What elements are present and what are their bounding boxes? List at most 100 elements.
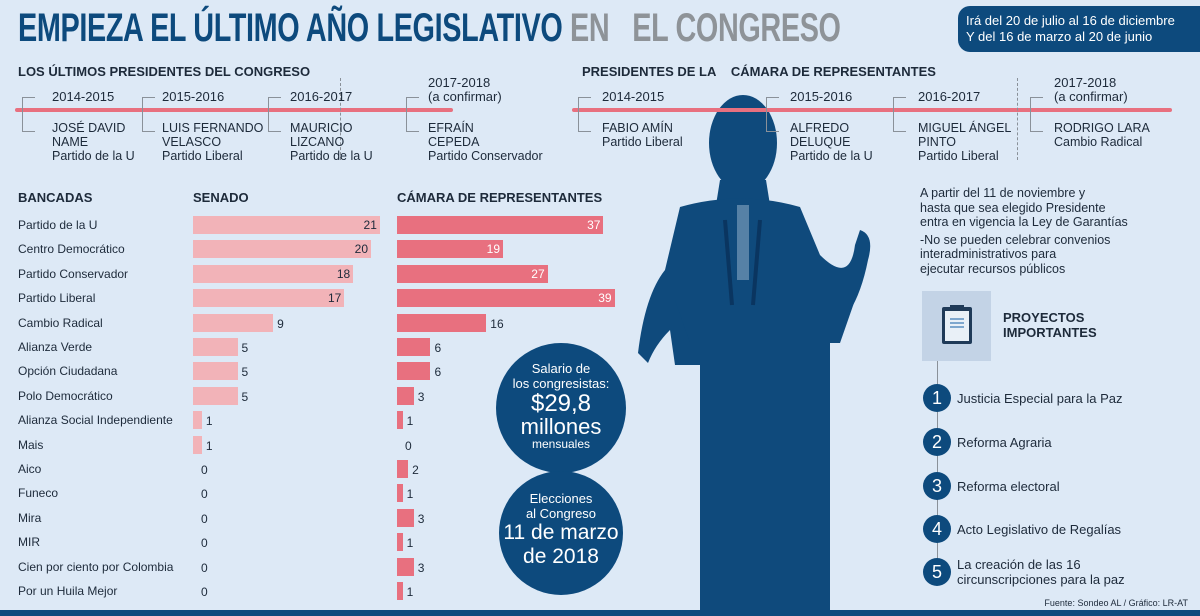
term-years: 2015-2016 bbox=[790, 89, 853, 104]
bar-value: 16 bbox=[490, 316, 504, 331]
senado-bar: 21 bbox=[193, 216, 380, 234]
camara-bar bbox=[397, 460, 409, 478]
senado-bar bbox=[193, 386, 238, 405]
term-years: 2017-2018 (a confirmar) bbox=[1054, 75, 1128, 104]
senado-bar bbox=[193, 338, 238, 356]
president-entry: RODRIGO LARA Cambio Radical bbox=[1054, 121, 1150, 149]
term-years: 2016-2017 bbox=[918, 89, 981, 104]
term-years: 2016-2017 bbox=[290, 89, 353, 104]
ley-garantias-text: A partir del 11 de noviembre y hasta que … bbox=[920, 186, 1128, 276]
project-item: La creación de las 16 circunscripciones p… bbox=[957, 557, 1125, 587]
camara-bar bbox=[397, 313, 487, 332]
proyectos-heading: PROYECTOS IMPORTANTES bbox=[1003, 310, 1097, 340]
project-number-badge: 2 bbox=[923, 428, 951, 456]
chamber-timeline bbox=[572, 108, 1172, 112]
party-label: Partido Liberal bbox=[18, 291, 96, 306]
source-credit: Fuente: Sondeo AL / Gráfico: LR-AT bbox=[1044, 598, 1188, 608]
bar-value: 0 bbox=[201, 511, 208, 526]
senado-bar bbox=[193, 313, 274, 332]
camara-bar: 37 bbox=[397, 216, 604, 234]
bar-value: 0 bbox=[201, 585, 208, 599]
party-label: Funeco bbox=[18, 486, 59, 501]
camara-bar bbox=[397, 484, 403, 503]
senado-bar bbox=[193, 435, 202, 454]
camara-bar bbox=[397, 338, 431, 356]
bar-value: 6 bbox=[434, 365, 442, 380]
president-entry: JOSÉ DAVID NAME Partido de la U bbox=[52, 121, 135, 163]
party-label: Cien por ciento por Colombia bbox=[18, 559, 174, 574]
project-number-badge: 3 bbox=[923, 472, 951, 500]
party-label: Partido Conservador bbox=[18, 266, 129, 281]
divider bbox=[1017, 78, 1018, 160]
chamber-presidents-heading: PRESIDENTES DE LA CÁMARA DE REPRESENTANT… bbox=[582, 64, 936, 79]
camara-bar bbox=[397, 362, 431, 381]
bar-value: 5 bbox=[241, 365, 249, 380]
camara-bar: 27 bbox=[397, 264, 548, 283]
camara-bar: 39 bbox=[397, 289, 615, 308]
timeline-bracket bbox=[22, 97, 35, 132]
party-label: Mais bbox=[18, 437, 44, 452]
session-dates-box: Irá del 20 de julio al 16 de diciembre Y … bbox=[958, 6, 1200, 52]
project-item: Reforma electoral bbox=[957, 479, 1060, 494]
salary-circle: Salario de los congresistas: $29,8 millo… bbox=[496, 343, 626, 473]
camara-heading: CÁMARA DE REPRESENTANTES bbox=[397, 190, 603, 205]
bar-value: 2 bbox=[412, 463, 419, 477]
project-number-badge: 4 bbox=[923, 515, 951, 543]
senado-bar: 17 bbox=[193, 289, 345, 308]
party-label: Mira bbox=[18, 510, 42, 525]
senado-heading: SENADO bbox=[193, 190, 249, 205]
party-label: Polo Democrático bbox=[18, 388, 113, 403]
clipboard-tile bbox=[922, 291, 991, 361]
bar-value: 3 bbox=[417, 389, 425, 404]
senado-bar: 20 bbox=[193, 240, 371, 259]
president-entry: MIGUEL ÁNGEL PINTO Partido Liberal bbox=[918, 121, 1012, 163]
senado-bar bbox=[193, 411, 202, 430]
president-entry: EFRAÍN CEPEDA Partido Conservador bbox=[428, 121, 543, 163]
term-years: 2014-2015 bbox=[602, 89, 665, 104]
party-label: Opción Ciudadana bbox=[18, 364, 118, 379]
project-item: Reforma Agraria bbox=[957, 435, 1052, 450]
party-label: Alianza Social Independiente bbox=[18, 413, 173, 428]
president-entry: LUIS FERNANDO VELASCO Partido Liberal bbox=[162, 121, 264, 163]
bar-value: 0 bbox=[201, 463, 208, 477]
party-label: Aico bbox=[18, 462, 42, 476]
president-entry: FABIO AMÍN Partido Liberal bbox=[602, 121, 683, 149]
congress-presidents-heading: LOS ÚLTIMOS PRESIDENTES DEL CONGRESO bbox=[18, 64, 311, 79]
bar-value: 1 bbox=[406, 585, 414, 599]
senado-bar bbox=[193, 362, 238, 381]
term-years: 2017-2018 (a confirmar) bbox=[428, 75, 502, 104]
bar-value: 0 bbox=[201, 536, 208, 551]
timeline-bracket bbox=[406, 97, 419, 132]
bar-value: 6 bbox=[434, 341, 442, 355]
bar-value: 3 bbox=[417, 511, 425, 526]
bar-value: 3 bbox=[417, 560, 425, 575]
bar-value: 5 bbox=[241, 389, 249, 404]
clipboard-icon bbox=[942, 305, 972, 344]
speaker-silhouette-icon bbox=[638, 95, 871, 616]
timeline-bracket bbox=[578, 97, 591, 132]
timeline-bracket bbox=[893, 97, 906, 132]
elections-circle: Elecciones al Congreso 11 de marzo de 20… bbox=[499, 471, 623, 595]
party-label: Centro Democrático bbox=[18, 242, 125, 257]
footer-bar bbox=[0, 610, 1200, 616]
party-label: Partido de la U bbox=[18, 218, 98, 232]
camara-bar bbox=[397, 508, 414, 527]
camara-bar: 19 bbox=[397, 240, 504, 259]
bar-value: 1 bbox=[205, 438, 213, 453]
bar-value: 1 bbox=[205, 414, 213, 429]
timeline-bracket bbox=[142, 97, 155, 132]
term-years: 2014-2015 bbox=[52, 89, 115, 104]
bar-value: 1 bbox=[406, 536, 414, 551]
divider bbox=[340, 78, 341, 160]
camara-bar bbox=[397, 582, 403, 600]
bar-value: 0 bbox=[405, 438, 412, 453]
project-number-badge: 1 bbox=[923, 384, 951, 412]
timeline-bracket bbox=[268, 97, 281, 132]
timeline-bracket bbox=[1030, 97, 1043, 132]
bar-value: 9 bbox=[277, 316, 284, 331]
bar-value: 5 bbox=[241, 341, 249, 355]
bar-value: 0 bbox=[201, 560, 208, 575]
bar-value: 1 bbox=[406, 487, 414, 502]
projects-connector bbox=[937, 361, 938, 571]
project-item: Acto Legislativo de Regalías bbox=[957, 522, 1122, 537]
